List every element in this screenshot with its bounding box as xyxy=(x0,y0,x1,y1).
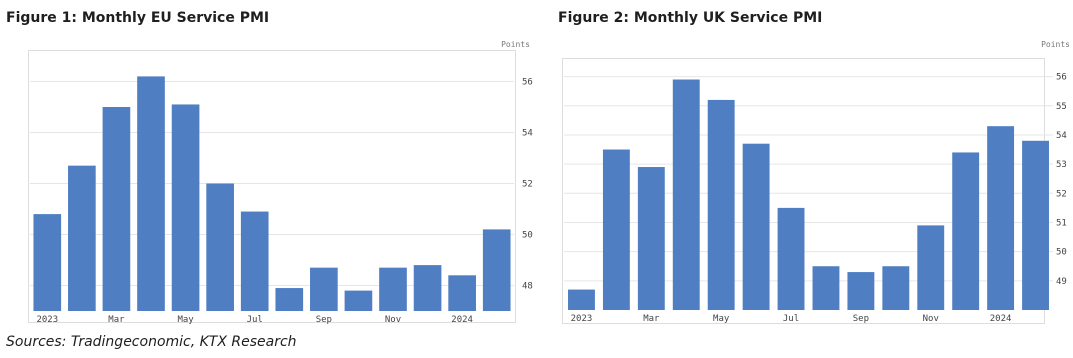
bar-2023 xyxy=(568,289,595,310)
x-tick-label: Nov xyxy=(385,315,401,325)
y-tick-label: 48 xyxy=(522,282,533,292)
x-tick-label: May xyxy=(177,315,194,325)
x-tick-label: Mar xyxy=(643,314,660,324)
y-axis-unit-label: Points xyxy=(501,40,530,49)
bar-feb xyxy=(602,149,630,310)
bar-apr xyxy=(137,76,165,312)
sources-note: Sources: Tradingeconomic, KTX Research xyxy=(6,334,297,350)
y-tick-label: 54 xyxy=(522,129,533,139)
y-tick-label: 54 xyxy=(1056,131,1067,141)
figure2-title: Figure 2: Monthly UK Service PMI xyxy=(558,10,823,26)
bar-dec xyxy=(952,152,980,310)
bar-aug xyxy=(812,266,840,310)
y-tick-label: 49 xyxy=(1056,277,1067,287)
bar-dec xyxy=(413,265,442,311)
x-tick-label: Sep xyxy=(853,314,869,324)
x-tick-label: Sep xyxy=(316,315,332,325)
chart-frame xyxy=(28,50,516,323)
bar-jun xyxy=(742,143,770,310)
bar-nov xyxy=(917,225,945,310)
x-tick-label: Jul xyxy=(783,314,799,324)
bar-mar xyxy=(102,107,131,311)
bar-feb xyxy=(482,229,511,311)
bar-mar xyxy=(637,167,665,310)
x-tick-label: Jul xyxy=(247,315,263,325)
eu-pmi-chart: Points 48 50 52 54 56 2023 Mar May Jul Sep Nov 2024 xyxy=(28,40,533,325)
x-tick-label: 2023 xyxy=(571,314,593,324)
y-tick-label: 52 xyxy=(522,180,533,190)
y-tick-label: 52 xyxy=(1056,189,1067,199)
x-tick-label: 2024 xyxy=(990,314,1012,324)
x-tick-label: Mar xyxy=(108,315,125,325)
x-tick-label: 2024 xyxy=(451,315,473,325)
y-axis-unit-label: Points xyxy=(1041,40,1070,49)
bar-2024 xyxy=(448,275,476,311)
y-tick-label: 51 xyxy=(1056,218,1067,228)
bar-jul xyxy=(240,211,269,311)
bar-aug xyxy=(275,288,304,311)
bar-2023 xyxy=(33,214,62,311)
bar-sep xyxy=(310,267,338,311)
figure1-title: Figure 1: Monthly EU Service PMI xyxy=(6,10,270,26)
bar-jun xyxy=(206,183,234,311)
bar-apr xyxy=(672,79,700,310)
bar-feb xyxy=(68,165,96,311)
y-tick-label: 56 xyxy=(522,78,533,88)
x-tick-label: 2023 xyxy=(36,315,58,325)
y-tick-label: 50 xyxy=(1056,248,1067,258)
y-tick-label: 53 xyxy=(1056,160,1067,170)
y-tick-label: 56 xyxy=(1056,73,1067,83)
bar-may xyxy=(171,104,200,311)
bar-nov xyxy=(379,267,407,311)
x-tick-label: May xyxy=(713,314,730,324)
bar-2024 xyxy=(987,126,1015,310)
bar-may xyxy=(707,99,735,310)
x-tick-label: Nov xyxy=(923,314,939,324)
bar-feb xyxy=(1022,140,1049,310)
y-tick-label: 55 xyxy=(1056,102,1067,112)
y-tick-label: 50 xyxy=(522,231,533,241)
bar-jul xyxy=(777,207,805,310)
bar-sep xyxy=(847,272,875,310)
bar-oct xyxy=(344,290,373,311)
uk-pmi-chart: Points 49 50 51 52 53 54 55 56 2023 Mar May Jul Sep No… xyxy=(562,40,1070,324)
bar-oct xyxy=(882,266,910,310)
